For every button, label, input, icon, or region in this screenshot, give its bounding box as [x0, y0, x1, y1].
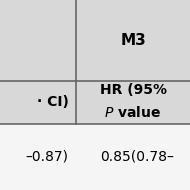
- Text: –0.87): –0.87): [25, 150, 68, 164]
- Text: 0.85(0.78–: 0.85(0.78–: [100, 150, 174, 164]
- Bar: [0, 0, 190, 81]
- Text: HR (95%: HR (95%: [100, 83, 166, 97]
- Text: M3: M3: [120, 33, 146, 48]
- Text: $P$ value: $P$ value: [105, 105, 162, 120]
- Bar: [0, 124, 190, 190]
- Text: · CI): · CI): [36, 95, 68, 109]
- Bar: [0, 81, 190, 124]
